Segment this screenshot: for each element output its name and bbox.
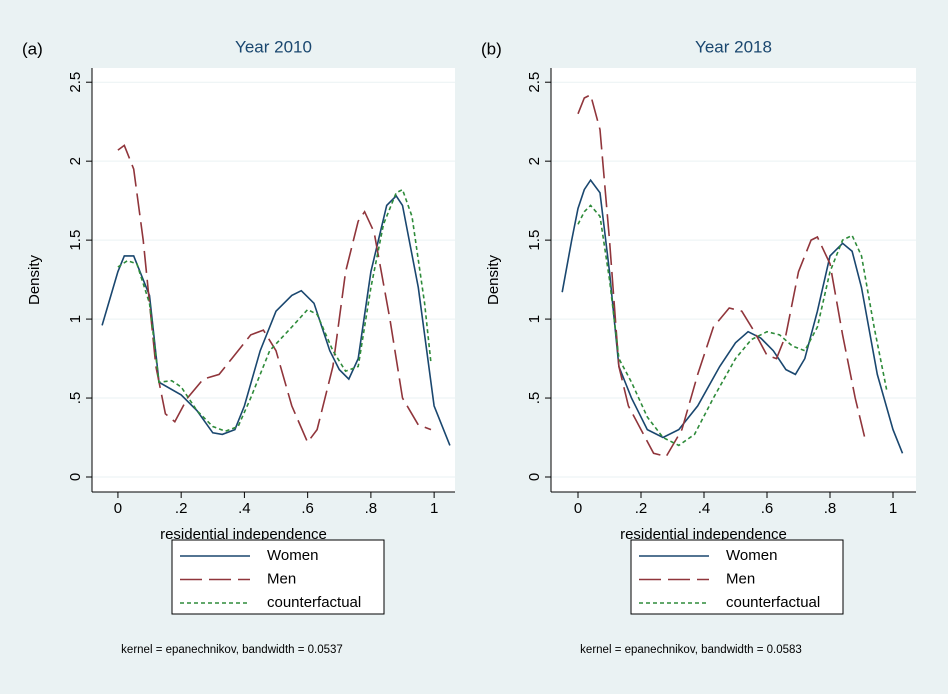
y-tick-label: 2: [67, 157, 84, 165]
plot-area: [92, 68, 455, 492]
y-tick-label: 2.5: [526, 72, 543, 93]
y-tick-label: 2: [526, 157, 543, 165]
y-axis-label: Density: [485, 254, 502, 305]
x-tick-label: 0: [574, 500, 582, 517]
panel-label: (b): [481, 39, 502, 58]
chart-title: Year 2010: [235, 37, 312, 56]
y-tick-label: 1: [526, 315, 543, 323]
note: kernel = epanechnikov, bandwidth = 0.053…: [121, 644, 343, 656]
x-axis-label: residential independence: [160, 526, 327, 543]
x-tick-label: .6: [301, 500, 314, 517]
y-tick-label: .5: [67, 392, 84, 405]
x-tick-label: .8: [365, 500, 378, 517]
x-axis-label: residential independence: [620, 526, 787, 543]
legend-label: Men: [726, 570, 755, 587]
density-line: [561, 178, 904, 454]
y-tick-label: .5: [526, 392, 543, 405]
density-line: [577, 93, 866, 458]
y-tick-label: 0: [67, 473, 84, 481]
x-tick-label: 1: [430, 500, 438, 517]
legend-label: Men: [267, 570, 296, 587]
density-line: [577, 204, 888, 447]
legend-label: Women: [267, 547, 318, 564]
x-tick-label: .6: [761, 500, 774, 517]
y-tick-label: 2.5: [67, 72, 84, 93]
x-tick-label: .2: [635, 500, 648, 517]
legend-box: [630, 539, 844, 615]
y-tick-label: 0: [526, 473, 543, 481]
legend-box: [171, 539, 385, 615]
panel-label: (a): [22, 39, 43, 58]
note: kernel = epanechnikov, bandwidth = 0.058…: [580, 644, 802, 656]
legend-label: counterfactual: [267, 594, 361, 611]
x-tick-label: .8: [824, 500, 837, 517]
legend-label: Women: [726, 547, 777, 564]
y-tick-label: 1: [67, 315, 84, 323]
y-axis-label: Density: [26, 254, 43, 305]
plot-area: [551, 68, 916, 492]
legend-label: counterfactual: [726, 594, 820, 611]
x-tick-label: 1: [889, 500, 897, 517]
y-tick-label: 1.5: [526, 230, 543, 251]
chart-title: Year 2018: [695, 37, 772, 56]
x-tick-label: .2: [175, 500, 188, 517]
x-tick-label: .4: [698, 500, 711, 517]
y-tick-label: 1.5: [67, 230, 84, 251]
x-tick-label: 0: [114, 500, 122, 517]
x-tick-label: .4: [238, 500, 251, 517]
